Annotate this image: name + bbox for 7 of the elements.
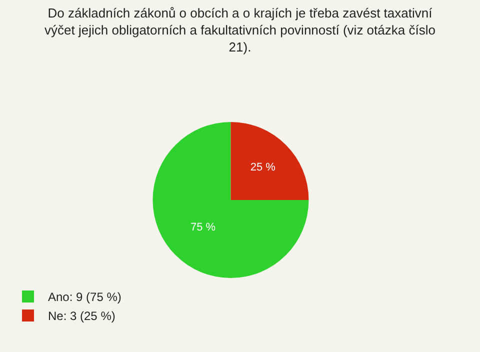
legend-label: Ne: 3 (25 %) xyxy=(48,309,116,324)
pie-slice xyxy=(230,122,309,200)
chart-title: Do základních zákonů o obcích a o krajích je třeba zavést taxativní výčet jejich obligatorních a fakultativních povinností (viz otázka číslo 21). xyxy=(44,6,436,54)
data-label: 75 % xyxy=(190,222,216,234)
pie-slice xyxy=(152,122,309,278)
data-label: 25 % xyxy=(250,162,276,174)
legend-label: Ano: 9 (75 %) xyxy=(48,290,122,304)
